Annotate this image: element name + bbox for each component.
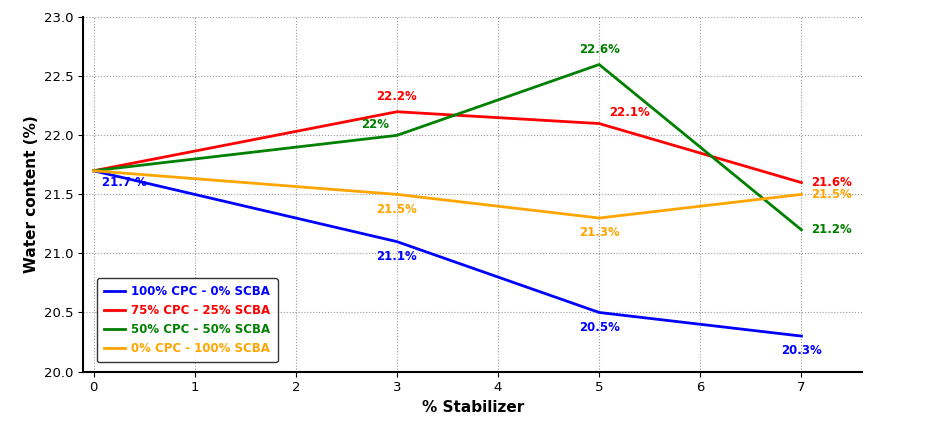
Text: 21.1%: 21.1%: [376, 250, 417, 263]
Text: 21.7 %: 21.7 %: [102, 175, 146, 188]
Text: 20.3%: 20.3%: [781, 344, 822, 357]
Text: 20.5%: 20.5%: [578, 321, 619, 334]
Text: 22.1%: 22.1%: [609, 106, 650, 119]
Text: 22.2%: 22.2%: [376, 90, 417, 104]
Text: 22%: 22%: [361, 118, 388, 130]
X-axis label: % Stabilizer: % Stabilizer: [422, 400, 524, 415]
Legend: 100% CPC - 0% SCBA, 75% CPC - 25% SCBA, 50% CPC - 50% SCBA, 0% CPC - 100% SCBA: 100% CPC - 0% SCBA, 75% CPC - 25% SCBA, …: [97, 278, 277, 362]
Text: 21.3%: 21.3%: [578, 226, 619, 239]
Text: 21.2%: 21.2%: [811, 223, 852, 236]
Text: 21.5%: 21.5%: [811, 188, 853, 201]
Text: 21.5%: 21.5%: [376, 203, 417, 216]
Y-axis label: Water content (%): Water content (%): [23, 115, 39, 273]
Text: 22.6%: 22.6%: [578, 43, 619, 56]
Text: 21.6%: 21.6%: [811, 176, 853, 189]
